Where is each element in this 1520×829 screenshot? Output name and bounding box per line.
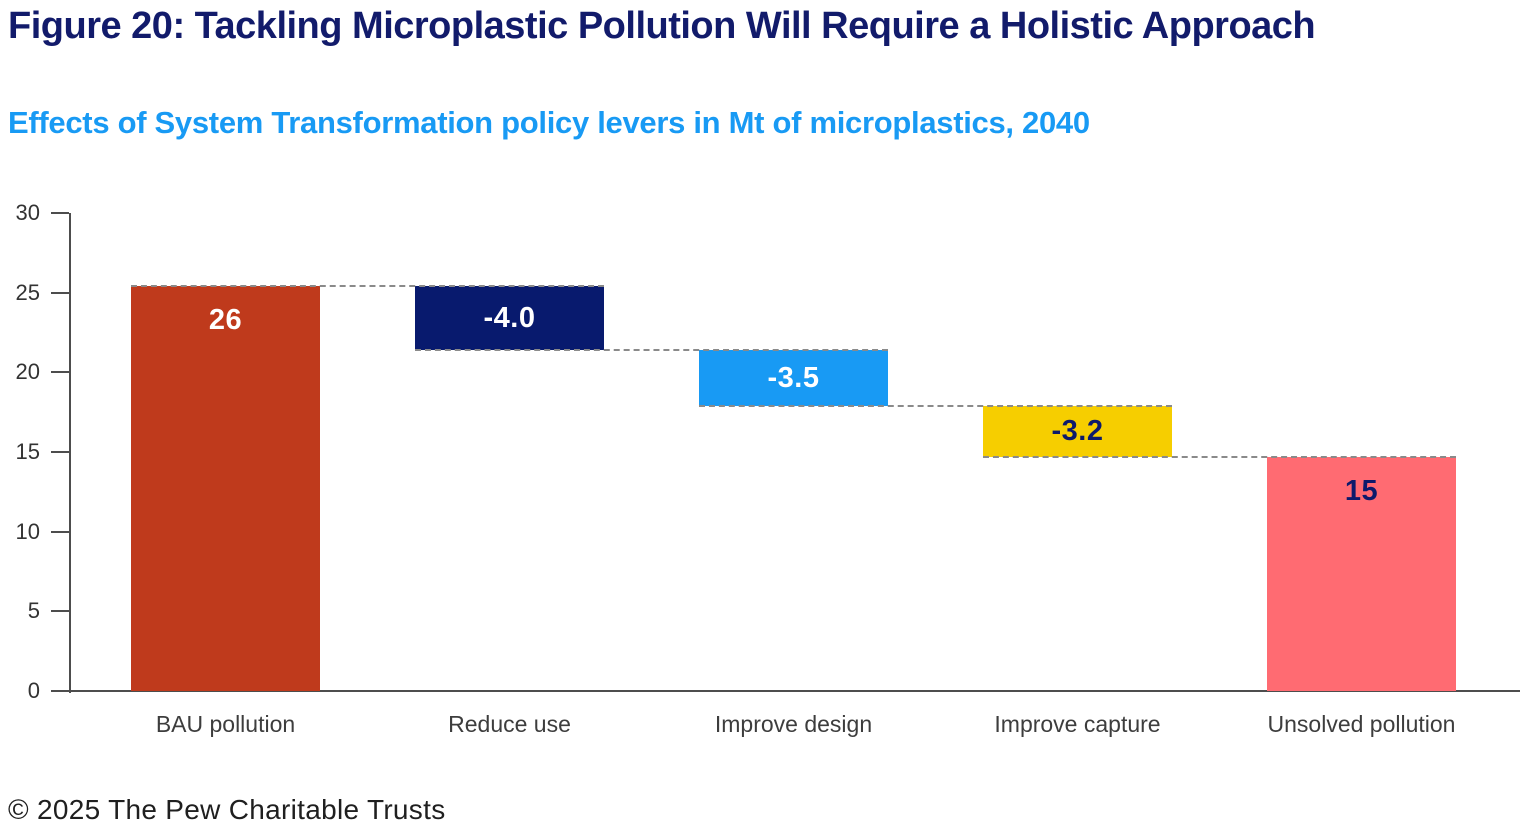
x-axis-label-reduce-use: Reduce use — [448, 711, 571, 737]
figure-subtitle: Effects of System Transformation policy … — [8, 105, 1090, 140]
copyright-footer: © 2025 The Pew Charitable Trusts — [8, 794, 446, 825]
y-axis-tick-label: 15 — [15, 439, 40, 464]
bar-reduce-use — [415, 286, 604, 350]
bar-improve-design — [699, 350, 888, 406]
y-axis-tick — [51, 371, 69, 374]
bar-value-label-reduce-use: -4.0 — [483, 302, 536, 335]
y-axis-tick-label: 10 — [15, 518, 40, 544]
y-axis-tick — [51, 610, 69, 613]
step-connector — [131, 285, 604, 288]
bar-value-label-improve-design: -3.5 — [767, 361, 820, 394]
y-axis-tick — [51, 291, 69, 294]
y-axis-tick — [51, 451, 69, 453]
x-axis-label-improve-design: Improve design — [714, 711, 873, 737]
bar-value-label-improve-capture: -3.2 — [1051, 415, 1104, 448]
y-axis-tick-label: 20 — [15, 359, 40, 385]
y-axis-line — [69, 213, 71, 693]
step-connector — [983, 455, 1456, 458]
y-axis-tick-label: 5 — [27, 598, 40, 624]
step-connector — [699, 404, 1172, 407]
bar-bau-pollution — [131, 286, 320, 691]
y-axis-tick-label: 25 — [15, 279, 40, 305]
x-axis-label-bau-pollution: BAU pollution — [155, 711, 296, 737]
bar-improve-capture — [983, 405, 1172, 457]
x-axis-label-unsolved-pollution: Unsolved pollution — [1267, 711, 1456, 737]
y-axis-tick — [51, 212, 69, 214]
step-connector — [415, 349, 888, 352]
y-axis-tick — [51, 690, 69, 692]
x-axis-label-improve-capture: Improve capture — [994, 711, 1161, 737]
figure-title: Figure 20: Tackling Microplastic Polluti… — [8, 5, 1316, 47]
y-axis-tick — [51, 530, 69, 533]
bar-value-label-bau-pollution: 26 — [208, 304, 243, 337]
y-axis-tick-label: 30 — [15, 200, 40, 225]
bar-unsolved-pollution — [1267, 456, 1456, 691]
y-axis-tick-label: 0 — [27, 678, 40, 703]
bar-value-label-unsolved-pollution: 15 — [1344, 474, 1379, 507]
x-axis-line — [69, 690, 1520, 692]
